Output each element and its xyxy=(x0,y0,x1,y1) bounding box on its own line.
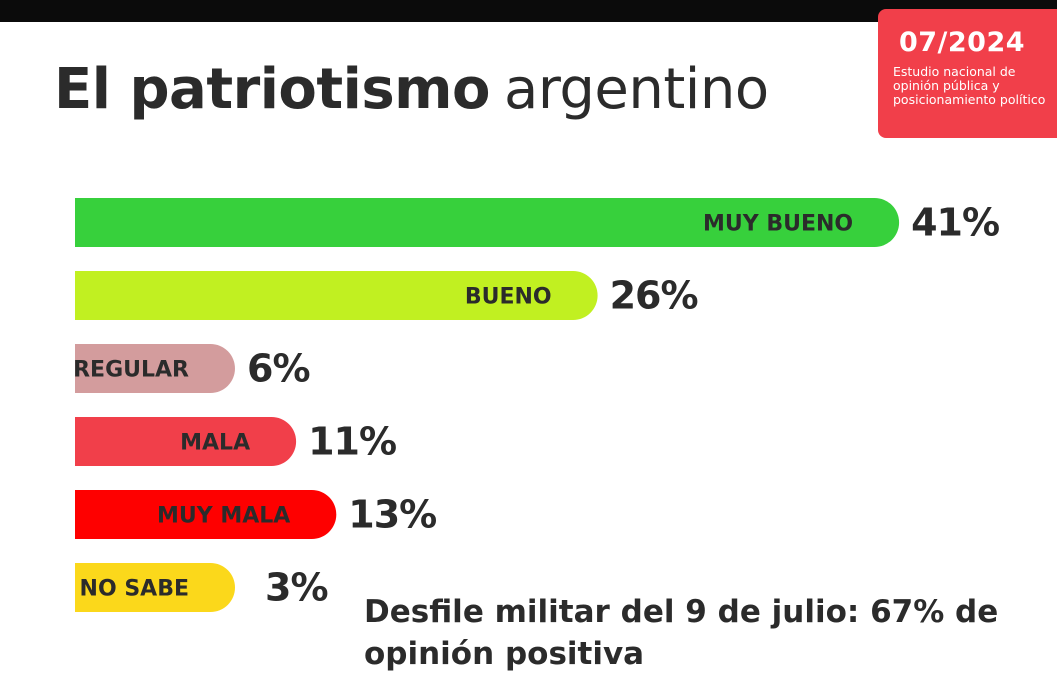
bar-value-label: 13% xyxy=(348,493,436,537)
bar-category-label: NO SABE xyxy=(80,577,189,602)
badge-date: 07/2024 xyxy=(898,27,1026,58)
bar-category-label: MUY MALA xyxy=(157,504,290,529)
bar-value-label: 41% xyxy=(911,201,999,245)
bar-category-label: REGULAR xyxy=(73,358,189,383)
top-bar xyxy=(0,0,1057,22)
date-badge: 07/2024 Estudio nacional de opinión públ… xyxy=(878,9,1057,138)
bar-value-label: 6% xyxy=(247,347,310,391)
title-light: argentino xyxy=(504,57,769,122)
bar-category-label: BUENO xyxy=(465,285,552,310)
chart-caption: Desfile militar del 9 de julio: 67% de o… xyxy=(364,594,999,672)
bar-category-label: MUY BUENO xyxy=(703,212,853,237)
bar-category-label: MALA xyxy=(180,431,250,456)
bar-3 xyxy=(75,417,297,466)
bar-0 xyxy=(75,198,900,247)
bar-value-label: 3% xyxy=(265,566,328,610)
bar-4 xyxy=(75,490,337,539)
bar-1 xyxy=(75,271,598,320)
page-title: El patriotismo argentino xyxy=(54,62,769,118)
bar-value-label: 26% xyxy=(610,274,698,318)
bar-5 xyxy=(75,563,235,612)
bar-2 xyxy=(75,344,235,393)
bar-value-label: 11% xyxy=(308,420,396,464)
badge-description: Estudio nacional de opinión pública y po… xyxy=(893,64,1046,107)
title-bold: El patriotismo xyxy=(54,57,491,122)
